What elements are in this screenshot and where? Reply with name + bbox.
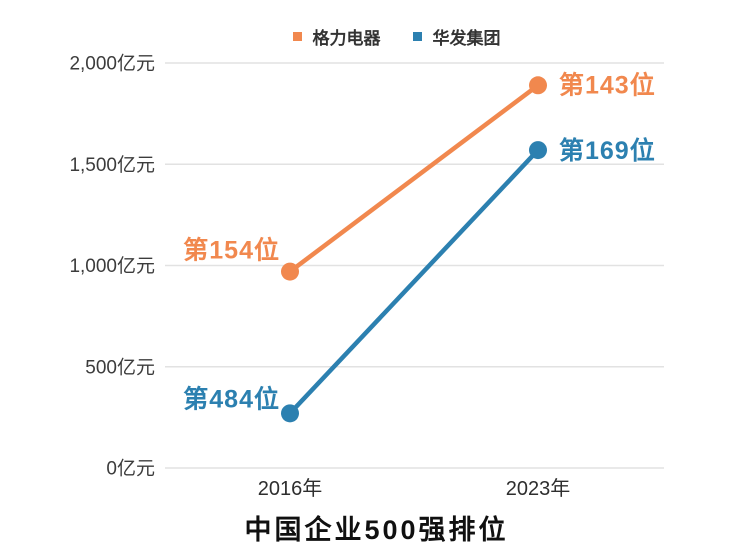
legend: 格力电器 华发集团 bbox=[0, 24, 753, 49]
y-tick-label: 0亿元 bbox=[106, 458, 155, 480]
y-tick-label: 1,000亿元 bbox=[69, 255, 155, 277]
point-label-gree-0: 第154位 bbox=[183, 236, 280, 265]
y-tick-label: 500亿元 bbox=[85, 356, 155, 378]
x-tick-label: 2023年 bbox=[506, 477, 571, 500]
legend-item-huafa: 华发集团 bbox=[412, 24, 501, 49]
data-point-gree-1 bbox=[529, 76, 547, 95]
data-point-huafa-1 bbox=[529, 141, 547, 160]
data-point-gree-0 bbox=[281, 262, 299, 281]
data-point-huafa-0 bbox=[281, 404, 299, 423]
series-line-huafa bbox=[288, 148, 540, 415]
y-tick-label: 2,000亿元 bbox=[69, 53, 155, 75]
point-label-huafa-0: 第484位 bbox=[183, 384, 280, 413]
legend-label-huafa: 华发集团 bbox=[432, 29, 501, 48]
x-tick-label: 2016年 bbox=[258, 477, 323, 500]
y-tick-label: 1,500亿元 bbox=[69, 154, 155, 176]
point-label-huafa-1: 第169位 bbox=[559, 136, 656, 165]
legend-swatch-huafa bbox=[412, 32, 422, 41]
series-line-gree bbox=[288, 83, 540, 274]
legend-label-gree: 格力电器 bbox=[312, 29, 381, 48]
chart-title: 中国企业500强排位 bbox=[244, 515, 509, 545]
legend-swatch-gree bbox=[292, 32, 302, 41]
legend-item-gree: 格力电器 bbox=[292, 24, 381, 49]
point-label-gree-1: 第143位 bbox=[559, 70, 656, 99]
